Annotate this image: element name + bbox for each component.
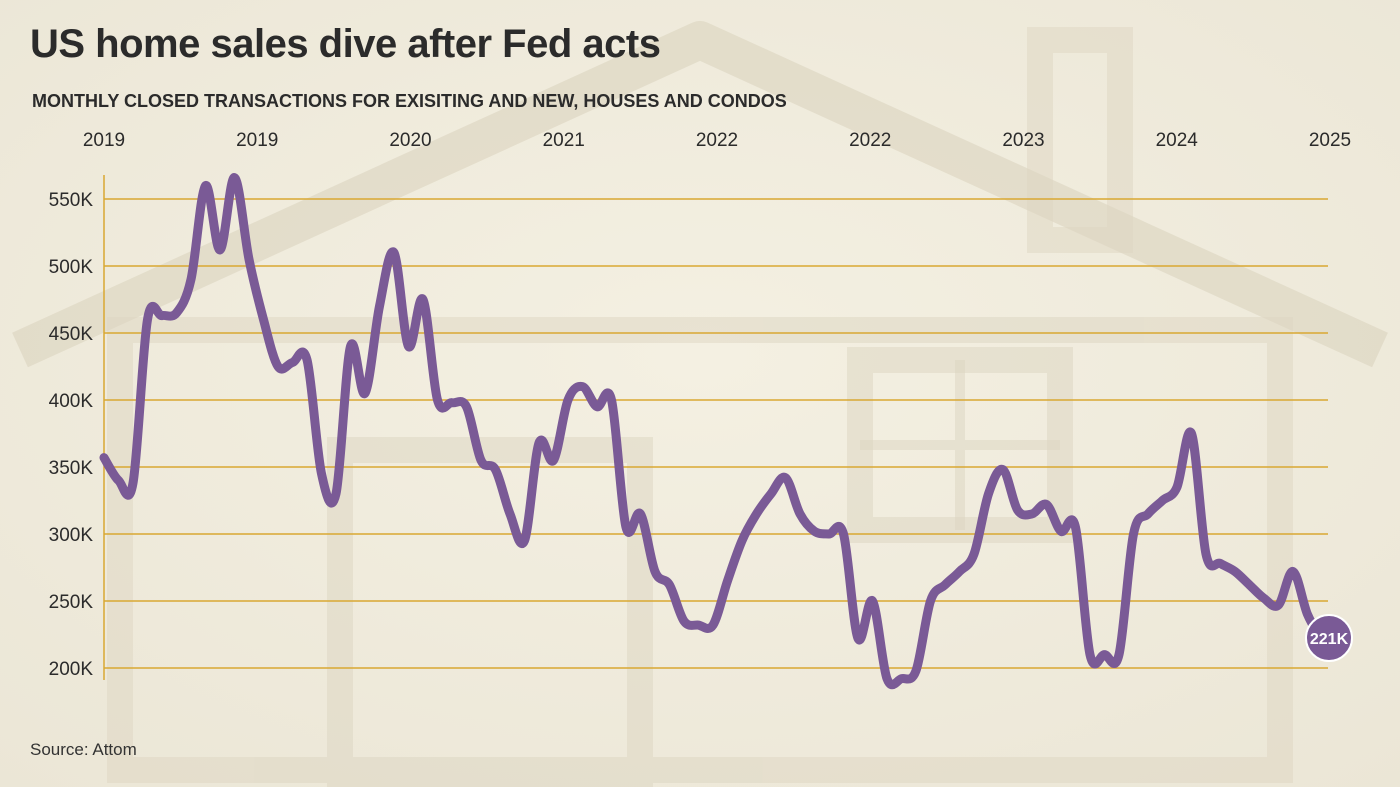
y-tick-label: 250K: [49, 592, 94, 613]
y-tick-label: 400K: [49, 391, 94, 412]
x-tick-label: 2024: [1156, 130, 1199, 151]
x-tick-label: 2022: [849, 130, 891, 151]
series-group: [99, 173, 1327, 690]
y-tick-label: 550K: [49, 190, 94, 211]
endpoint-marker: [1305, 614, 1353, 662]
y-tick-label: 450K: [49, 324, 94, 345]
x-tick-label: 2023: [1002, 130, 1044, 151]
x-tick-label: 2020: [389, 130, 431, 151]
series-line: [99, 173, 1327, 690]
y-tick-label: 500K: [49, 257, 94, 278]
chart-subtitle: MONTHLY CLOSED TRANSACTIONS FOR EXISITIN…: [32, 91, 787, 111]
endpoint-value-label: 221K: [1310, 631, 1349, 648]
x-tick-label: 2019: [236, 130, 278, 151]
y-axis-ticks: 200K 250K 300K 350K 400K 450K 500K 550K: [49, 190, 94, 680]
y-tick-label: 300K: [49, 525, 94, 546]
x-tick-label: 2019: [83, 130, 125, 151]
x-tick-label: 2025: [1309, 130, 1351, 151]
y-tick-label: 200K: [49, 659, 94, 680]
chart-title: US home sales dive after Fed acts: [30, 22, 661, 66]
x-tick-label: 2021: [543, 130, 585, 151]
x-tick-label: 2022: [696, 130, 738, 151]
source-note: Source: Attom: [30, 740, 137, 759]
endpoint-marker-group: 221K: [1305, 614, 1353, 662]
y-tick-label: 350K: [49, 458, 94, 479]
x-axis-ticks: 2019 2019 2020 2021 2022 2022 2023 2024 2025: [83, 130, 1351, 151]
grid-lines: [104, 198, 1328, 669]
